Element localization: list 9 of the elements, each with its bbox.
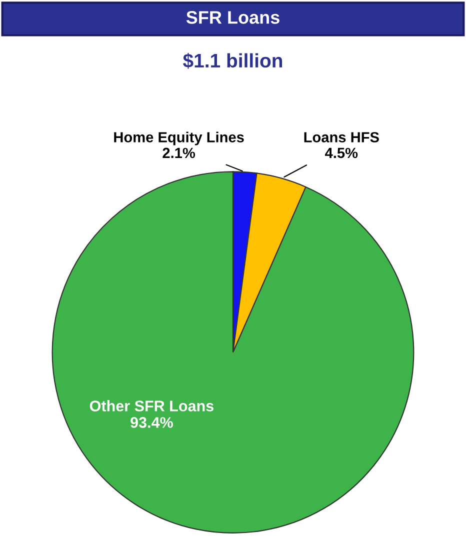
pie-slice <box>52 171 414 534</box>
chart-title: SFR Loans <box>186 11 280 24</box>
slice-label: Other SFR Loans <box>90 400 214 412</box>
data-label: 93.4% <box>130 417 173 428</box>
data-label: 2.1% <box>162 148 196 158</box>
data-label: 4.5% <box>325 148 358 158</box>
slice-label: Home Equity Lines <box>114 132 244 146</box>
chart-subtitle: $1.1 billion <box>183 52 282 69</box>
slice-label: Loans HFS <box>304 132 379 142</box>
